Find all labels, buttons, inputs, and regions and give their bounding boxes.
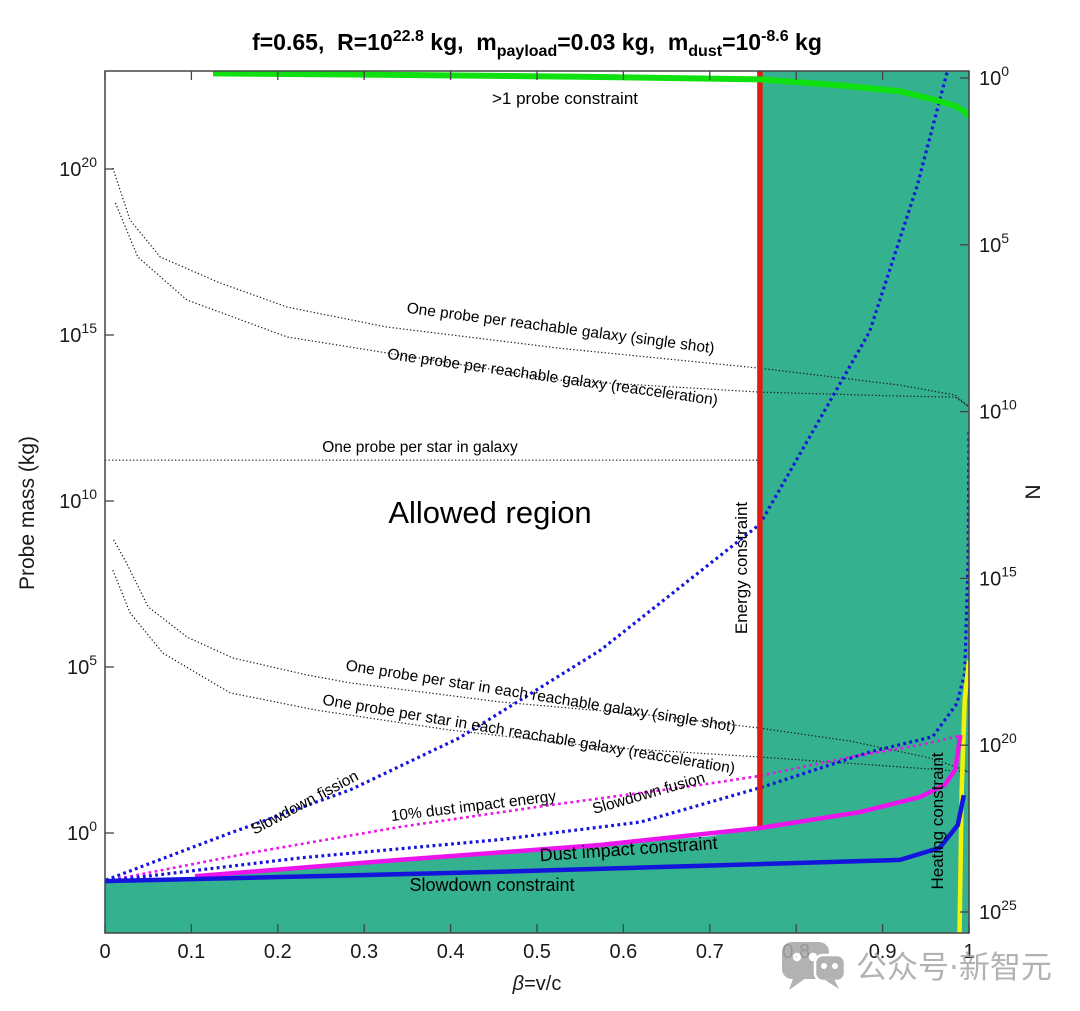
y-left-tick-label: 1020 [59,154,97,181]
x-tick-label: 1 [963,941,974,963]
constraint-curves [105,71,969,933]
y-right-tick-label: 1025 [979,897,1017,924]
x-tick-label: 0.3 [350,941,378,963]
watermark-text: 公众号·新智元 [856,950,1052,986]
x-tick-label: 0.9 [869,941,897,963]
x-tick-label: 0.7 [696,941,724,963]
curve-slowdown-fission [105,71,949,882]
y-right-axis-label: N [1022,484,1045,499]
chart-title: f=0.65, R=1022.8 kg, mpayload=0.03 kg, m… [252,28,822,60]
energy-constraint-label: Energy constraint [732,502,751,635]
y-left-tick-label: 1015 [59,320,97,347]
curve-slowdown-fusion [105,431,969,883]
y-left-axis-label: Probe mass (kg) [16,436,39,590]
x-tick-label: 0.1 [177,941,205,963]
watermark: 公众号·新智元 [782,942,1052,990]
y-right-tick-label: 1015 [979,563,1017,590]
tick-marks [104,71,970,933]
probe-constraint-label: >1 probe constraint [492,89,638,108]
excluded-region-fill [105,71,969,933]
curve-dust-impact-constraint [194,734,963,879]
excluded-region [105,71,969,933]
y-right-tick-label: 1010 [979,397,1017,424]
y-left-tick-label: 100 [67,818,97,845]
x-tick-label: 0.4 [437,941,465,963]
wechat-icon [782,942,847,990]
y-left-tick-label: 105 [67,652,97,679]
curve-slowdown-constraint [105,794,967,884]
y-right-tick-label: 105 [979,230,1009,257]
allowed-region-label: Allowed region [388,495,591,530]
x-axis-label: β=v/c [512,973,562,995]
curve-one-probe-per-reachable-galaxy-single-shot [112,167,969,408]
x-tick-label: 0.2 [264,941,292,963]
y-right-tick-label: 1020 [979,730,1017,757]
y-right-tick-label: 100 [979,63,1009,90]
x-tick-label: 0.5 [523,941,551,963]
y-left-tick-label: 1010 [59,486,97,513]
x-tick-label: 0 [99,941,110,963]
x-tick-label: 0.6 [609,941,637,963]
heating-constraint-label: Heating constraint [928,752,947,889]
curve-probe-count-constraint [212,71,969,120]
star-galaxy-label: One probe per star in galaxy [322,439,518,456]
curve-dust-impact-10pct [105,732,969,883]
slowdown-constraint-label: Slowdown constraint [409,875,574,895]
curve-one-probe-per-reachable-galaxy-reacceleration [114,202,969,408]
